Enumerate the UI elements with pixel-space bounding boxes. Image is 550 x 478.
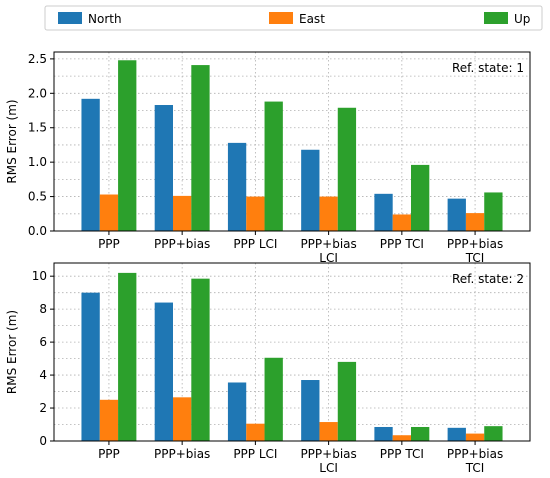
x-tick-label: PPP+bias TCI (447, 447, 503, 475)
axes-frame (53, 262, 531, 442)
legend-label-east: East (299, 12, 325, 26)
bar-east (246, 196, 265, 231)
bar-up (264, 357, 283, 441)
bar-north (301, 149, 320, 231)
x-tick-label: PPP+bias LCI (300, 237, 356, 265)
bar-east (173, 397, 192, 441)
x-tick-label: PPP+bias TCI (447, 237, 503, 265)
x-tick-label-line: PPP+bias (154, 237, 210, 251)
bar-east (465, 213, 485, 231)
x-tick-label-line: PPP (98, 237, 120, 251)
legend-swatch-up (484, 12, 508, 24)
bar-north (374, 193, 393, 231)
bar-up (264, 101, 283, 231)
bar-north (447, 198, 466, 231)
y-tick-label: 1.0 (28, 155, 47, 169)
bar-east (392, 214, 411, 231)
x-tick-label-line: TCI (465, 251, 485, 265)
x-tick-label: PPP+bias (154, 447, 210, 461)
x-tick-label-line: PPP TCI (380, 237, 424, 251)
legend-label-north: North (88, 12, 122, 26)
y-axis-label: RMS Error (m) (5, 99, 19, 183)
x-tick-label: PPP (98, 447, 120, 461)
legend-swatch-east (269, 12, 293, 24)
bar-up (118, 272, 137, 441)
bar-north (81, 98, 100, 231)
y-axis-label: RMS Error (m) (5, 310, 19, 394)
x-tick-label-line: PPP+bias (447, 237, 503, 251)
ref-state-annotation: Ref. state: 1 (452, 61, 524, 75)
bar-north (154, 105, 173, 231)
bar-north (301, 380, 320, 441)
bar-north (227, 142, 247, 231)
bar-up (411, 164, 430, 231)
y-tick-label: 2.0 (28, 86, 47, 100)
x-tick-label-line: PPP LCI (233, 237, 277, 251)
legend-swatch-north (58, 12, 82, 24)
bar-up (484, 192, 503, 231)
bar-east (99, 399, 119, 441)
bar-north (447, 427, 466, 441)
axes-frame (53, 51, 531, 232)
bar-north (374, 426, 393, 441)
bar-north (81, 292, 100, 441)
bar-east (246, 423, 265, 441)
bar-up (191, 278, 210, 441)
bar-up (484, 426, 503, 441)
bar-up (337, 107, 357, 231)
x-tick-label-line: PPP (98, 447, 120, 461)
x-tick-label: PPP LCI (233, 447, 277, 461)
legend-frame (44, 5, 543, 31)
y-tick-label: 2.5 (28, 52, 47, 66)
x-tick-label: PPP+bias LCI (300, 447, 356, 475)
y-tick-label: 0.5 (28, 190, 47, 204)
bar-up (411, 426, 430, 441)
x-tick-label-line: LCI (319, 251, 338, 265)
panel-1: 0.0 0.5 1.0 1.5 2.0 2.5 PPP PPP+bias PPP LCI PPP+… (5, 51, 531, 265)
legend-label-up: Up (514, 12, 530, 26)
x-tick-label: PPP TCI (380, 447, 424, 461)
x-tick-label-line: PPP+bias (300, 447, 356, 461)
bar-east (319, 196, 338, 231)
x-tick-label-line: PPP TCI (380, 447, 424, 461)
x-tick-label-line: PPP LCI (233, 447, 277, 461)
bar-east (99, 194, 119, 231)
y-tick-label: 4 (39, 368, 47, 382)
bar-east (319, 422, 338, 441)
x-tick-label: PPP LCI (233, 237, 277, 251)
ref-state-annotation: Ref. state: 2 (452, 272, 524, 286)
bar-up (337, 361, 357, 441)
x-tick-label-line: TCI (465, 461, 485, 475)
x-tick-label-line: PPP+bias (300, 237, 356, 251)
y-tick-label: 0 (39, 434, 47, 448)
y-tick-label: 2 (39, 401, 47, 415)
y-tick-label: 6 (39, 335, 47, 349)
y-tick-label: 1.5 (28, 121, 47, 135)
y-tick-label: 0.0 (28, 224, 47, 238)
y-tick-label: 10 (32, 269, 47, 283)
bar-north (154, 302, 173, 441)
y-tick-label: 8 (39, 302, 47, 316)
x-tick-label: PPP (98, 237, 120, 251)
bar-east (173, 195, 192, 231)
legend: North East Up (44, 5, 543, 31)
bar-up (118, 60, 137, 232)
x-tick-label-line: PPP+bias (447, 447, 503, 461)
x-tick-label: PPP+bias (154, 237, 210, 251)
bar-east (392, 435, 411, 441)
bar-up (191, 65, 210, 231)
x-tick-label-line: LCI (319, 461, 338, 475)
bar-north (227, 382, 247, 441)
bar-east (465, 433, 485, 441)
x-tick-label: PPP TCI (380, 237, 424, 251)
x-tick-label-line: PPP+bias (154, 447, 210, 461)
